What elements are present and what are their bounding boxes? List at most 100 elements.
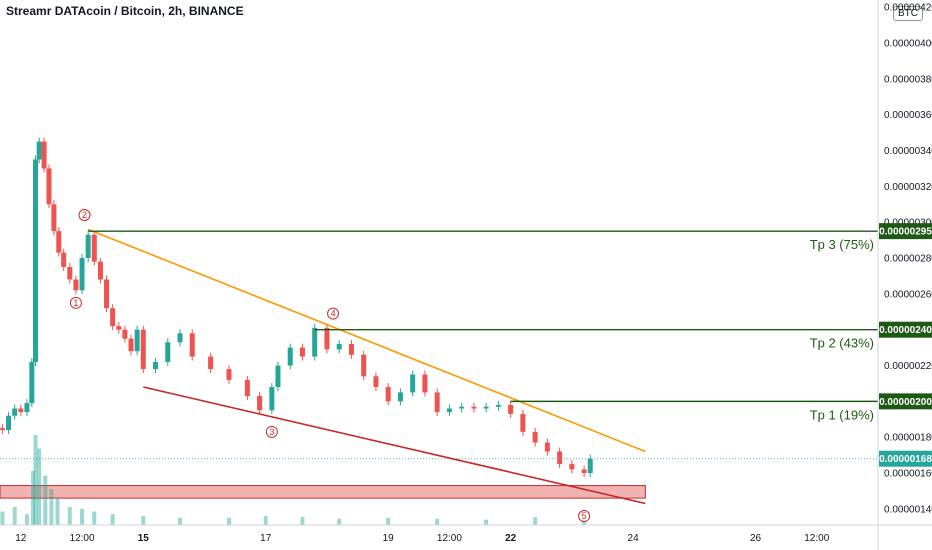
price-tick-label: 0.00000180 [884, 433, 932, 444]
volume-bar [37, 448, 42, 525]
candle-body [581, 469, 587, 474]
price-tick-label: 0.00000260 [884, 289, 932, 300]
price-tick-label: 0.00000380 [884, 74, 932, 85]
candle-body [373, 376, 379, 388]
candle-layer [0, 137, 593, 478]
candle-body [434, 392, 440, 413]
wave-label-circle [78, 209, 91, 222]
time-tick-label: 19 [383, 533, 395, 544]
target-price-tag-label: 0.00000240 [879, 325, 932, 336]
candle-body [24, 403, 30, 413]
candle-body [153, 361, 159, 370]
candle-body [61, 252, 67, 267]
time-tick-label: 17 [260, 533, 272, 544]
candle-body [397, 392, 403, 402]
target-price-tag-label: 0.00000200 [879, 397, 932, 408]
time-tick-label: 12:00 [437, 533, 462, 544]
volume-bar [92, 511, 97, 525]
candle-body [0, 428, 5, 431]
current-price-tag [879, 450, 932, 467]
time-tick-label: 26 [750, 533, 762, 544]
candle-body [544, 442, 550, 452]
candle-body [348, 344, 354, 355]
candle-body [324, 327, 330, 350]
target-label: Tp 3 (75%) [810, 237, 874, 252]
candle-body [73, 279, 79, 291]
volume-bar [33, 435, 38, 525]
candle-body [140, 329, 146, 370]
time-tick-label: 12:00 [804, 533, 829, 544]
candle-body [79, 258, 85, 291]
volume-bar [263, 516, 268, 525]
candle-body [97, 261, 103, 280]
target-label: Tp 1 (19%) [810, 407, 874, 422]
volume-layer [0, 435, 587, 525]
candle-body [312, 327, 318, 357]
candle-body [287, 347, 293, 366]
candle-body [361, 354, 367, 377]
wave-label: 4 [331, 309, 336, 319]
time-tick-label: 24 [628, 533, 640, 544]
currency-badge[interactable]: BTC [893, 6, 923, 21]
support-zone-layer [0, 485, 646, 499]
candle-body [569, 464, 575, 470]
price-tick-label: 0.00000160 [884, 469, 932, 480]
time-tick-label: 15 [138, 533, 150, 544]
target-price-tag [879, 321, 932, 338]
wave-label-circle [69, 296, 82, 309]
price-tick-label: 0.00000320 [884, 182, 932, 193]
price-tick-label: 0.00000140 [884, 504, 932, 515]
support-zone [0, 485, 646, 499]
volume-bar [300, 516, 305, 525]
candle-body [110, 308, 116, 327]
volume-bar [178, 517, 183, 525]
time-tick-label: 12 [15, 533, 27, 544]
candle-body [483, 406, 489, 409]
wave-label: 2 [82, 210, 87, 220]
target-price-tag [879, 393, 932, 410]
candle-body [12, 408, 18, 416]
price-tick-label: 0.00000280 [884, 254, 932, 265]
trendline-lower [143, 386, 646, 505]
price-tick-label: 0.00000420 [884, 3, 932, 14]
candle-body [91, 234, 97, 262]
wave-label-circle [327, 307, 340, 320]
volume-bar [31, 471, 36, 525]
candle-body [208, 356, 214, 370]
candle-body [33, 159, 39, 362]
candle-body [116, 326, 122, 330]
candle-body [177, 333, 183, 343]
candle-body [41, 141, 47, 169]
volume-bar [55, 498, 60, 525]
volume-bar [0, 511, 5, 525]
candle-body [422, 374, 428, 393]
candle-body [56, 231, 62, 253]
candle-body [226, 369, 232, 380]
candle-body [189, 333, 195, 357]
time-tick-label: 22 [505, 533, 517, 544]
candle-body [557, 451, 563, 465]
candle-body [471, 406, 477, 409]
candle-body [459, 406, 465, 409]
candle-body [85, 234, 91, 259]
wave-label: 1 [73, 298, 78, 308]
price-tick-label: 0.00000220 [884, 361, 932, 372]
price-tick-label: 0.00000400 [884, 39, 932, 50]
candle-body [336, 344, 342, 350]
volume-bar [43, 475, 48, 525]
volume-bar [337, 518, 342, 525]
candle-body [269, 387, 275, 411]
candle-body [446, 408, 452, 413]
candle-body [257, 395, 263, 411]
volume-bar [12, 507, 17, 525]
candle-body [508, 404, 514, 414]
current-price-tag-label: 0.00000168 [879, 454, 932, 465]
target-label: Tp 2 (43%) [810, 336, 874, 351]
candle-body [51, 204, 57, 232]
volume-bar [533, 516, 538, 525]
candle-body [29, 361, 35, 404]
candle-body [165, 342, 171, 362]
candle-body [495, 404, 501, 407]
